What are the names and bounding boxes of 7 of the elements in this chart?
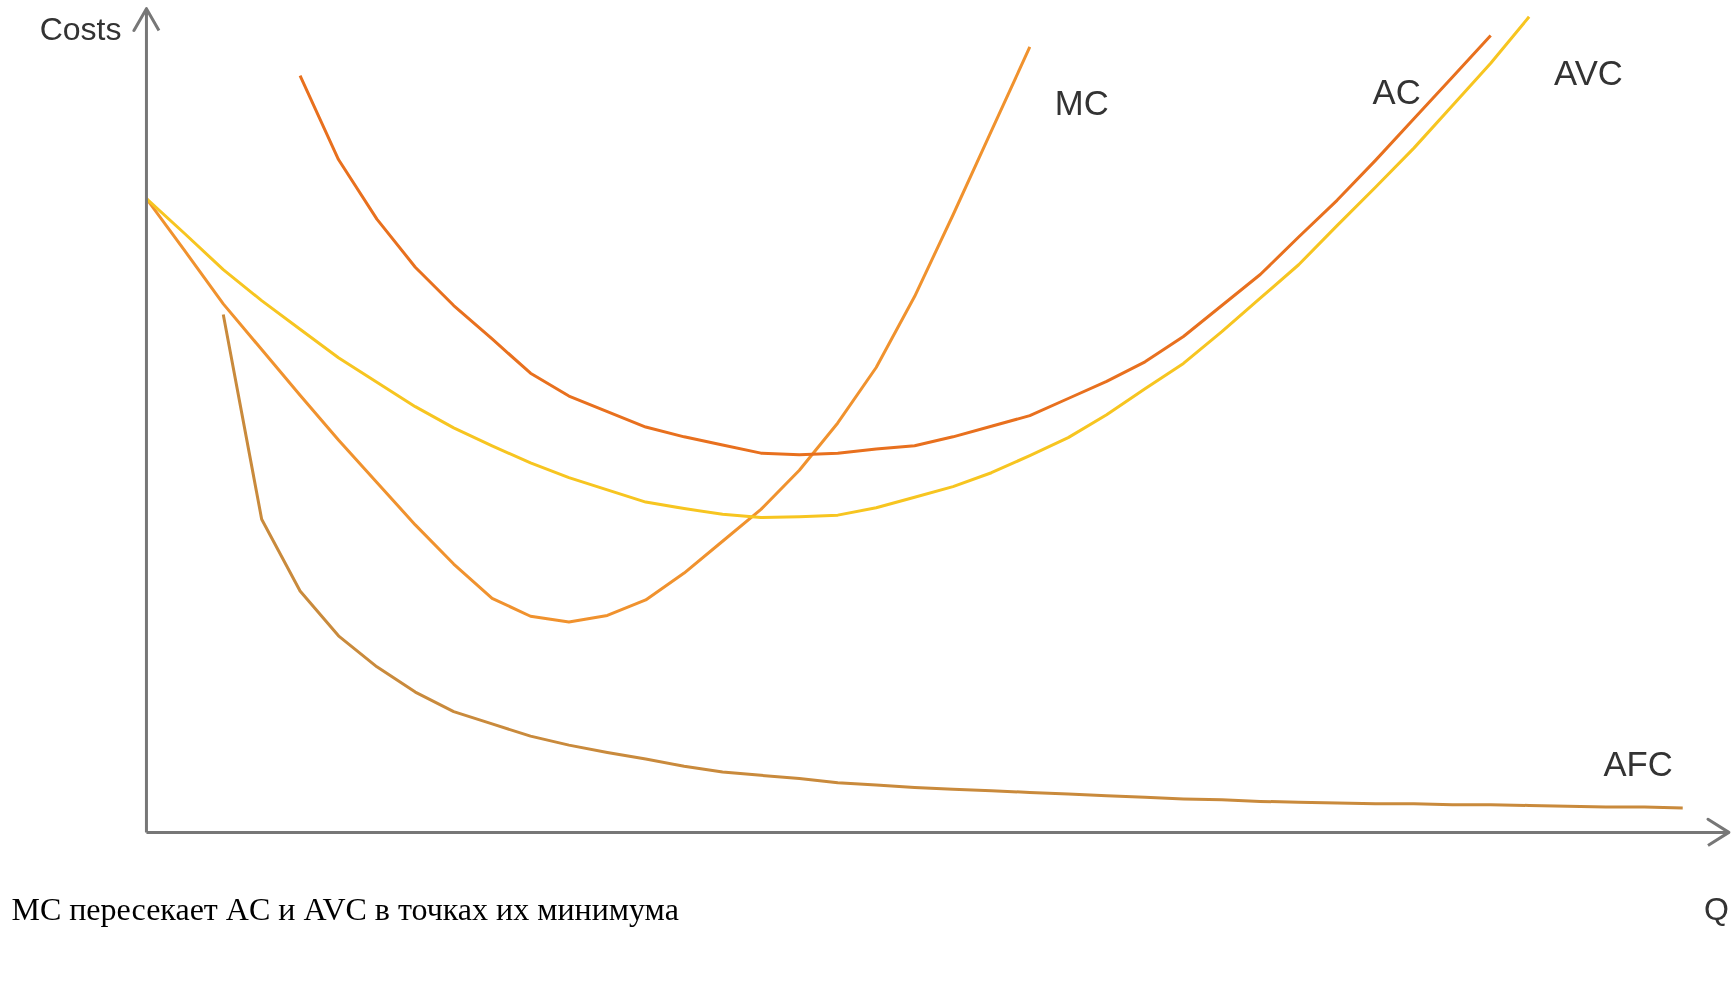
series-label: AVC bbox=[1554, 53, 1623, 92]
x-axis-title: Q bbox=[1703, 891, 1729, 928]
text: MC пересекает AC и AVC в точках их минимума bbox=[11, 891, 679, 928]
y-axis-title: Costs bbox=[39, 10, 122, 47]
series-label: AC bbox=[1372, 72, 1421, 111]
series-label: AFC bbox=[1603, 744, 1673, 783]
series-label: MC bbox=[1054, 83, 1109, 122]
